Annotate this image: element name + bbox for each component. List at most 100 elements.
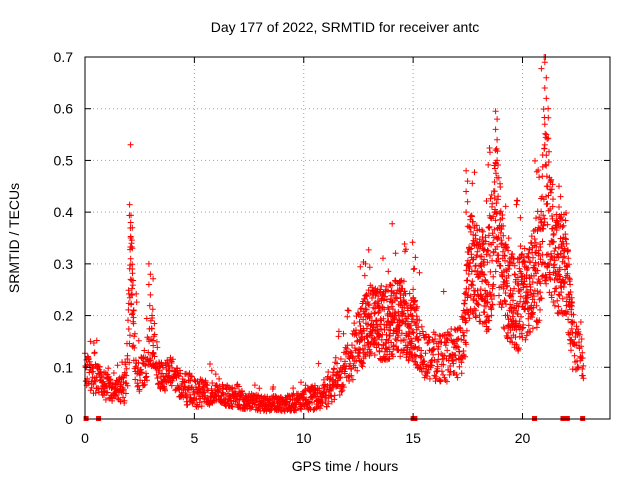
data-point bbox=[356, 318, 363, 325]
data-point bbox=[298, 379, 304, 386]
data-point bbox=[392, 250, 399, 257]
data-point bbox=[490, 239, 496, 246]
data-point bbox=[319, 400, 326, 407]
data-point bbox=[576, 331, 583, 338]
y-tick-label: 0.4 bbox=[54, 204, 74, 220]
data-point bbox=[509, 290, 516, 297]
data-point bbox=[504, 282, 511, 289]
data-point bbox=[331, 392, 338, 399]
data-point bbox=[105, 365, 112, 372]
data-point bbox=[393, 343, 400, 350]
data-point bbox=[468, 268, 475, 275]
data-point bbox=[500, 232, 507, 239]
data-point bbox=[169, 364, 176, 371]
data-point bbox=[504, 312, 511, 319]
data-point bbox=[130, 314, 137, 321]
data-point bbox=[127, 235, 134, 241]
data-point bbox=[435, 343, 442, 350]
data-point bbox=[361, 272, 368, 279]
data-point bbox=[342, 358, 348, 365]
data-point bbox=[575, 328, 582, 335]
data-point bbox=[521, 278, 528, 285]
data-point bbox=[480, 271, 487, 278]
data-point bbox=[458, 336, 465, 343]
data-point bbox=[389, 220, 396, 227]
data-point bbox=[201, 389, 208, 396]
data-point bbox=[129, 285, 135, 292]
data-point bbox=[579, 366, 586, 372]
data-point bbox=[504, 244, 510, 251]
data-point bbox=[434, 363, 441, 370]
data-point bbox=[455, 344, 462, 351]
data-point bbox=[562, 231, 569, 238]
data-point bbox=[147, 291, 154, 298]
data-point bbox=[342, 365, 349, 372]
data-point bbox=[93, 374, 100, 381]
data-point bbox=[561, 253, 568, 260]
data-point bbox=[506, 266, 513, 272]
data-point bbox=[560, 254, 567, 261]
data-point bbox=[463, 327, 470, 334]
data-point bbox=[336, 375, 343, 382]
data-point bbox=[544, 200, 551, 207]
data-point bbox=[251, 382, 258, 389]
data-point bbox=[418, 347, 425, 354]
data-point bbox=[114, 362, 121, 369]
data-point bbox=[545, 105, 552, 112]
data-point bbox=[365, 246, 372, 253]
data-point bbox=[516, 288, 523, 294]
data-point bbox=[145, 260, 152, 267]
data-point bbox=[125, 317, 131, 324]
data-point bbox=[120, 394, 126, 401]
data-point bbox=[497, 263, 504, 269]
y-tick-label: 0.7 bbox=[54, 49, 74, 65]
data-point bbox=[580, 375, 587, 382]
data-point bbox=[359, 360, 366, 366]
data-point bbox=[472, 307, 479, 314]
data-point bbox=[543, 74, 550, 81]
data-point bbox=[127, 255, 134, 262]
data-point bbox=[525, 322, 532, 329]
data-point bbox=[121, 369, 128, 376]
data-point bbox=[323, 403, 330, 410]
data-point bbox=[514, 197, 521, 204]
data-point bbox=[149, 306, 156, 313]
data-point bbox=[538, 208, 545, 215]
data-point bbox=[417, 354, 424, 361]
data-point bbox=[147, 355, 153, 362]
data-point bbox=[567, 289, 574, 295]
data-point bbox=[352, 364, 359, 371]
x-tick-label: 15 bbox=[405, 430, 421, 446]
data-point bbox=[514, 280, 521, 287]
data-point bbox=[380, 255, 386, 262]
data-point bbox=[400, 278, 407, 285]
data-point bbox=[345, 307, 352, 314]
data-point bbox=[412, 254, 419, 261]
data-point bbox=[488, 296, 495, 303]
data-point bbox=[412, 358, 419, 365]
data-point bbox=[549, 181, 556, 188]
data-point bbox=[495, 252, 502, 259]
data-point bbox=[520, 324, 527, 331]
data-points bbox=[81, 54, 587, 415]
data-point bbox=[553, 227, 560, 233]
data-point bbox=[464, 178, 471, 185]
x-tick-label: 5 bbox=[190, 430, 198, 446]
data-point bbox=[482, 287, 488, 294]
data-point bbox=[545, 159, 552, 165]
data-point bbox=[537, 256, 544, 263]
data-point bbox=[378, 282, 385, 289]
data-point bbox=[380, 297, 387, 304]
data-point bbox=[565, 255, 572, 262]
data-point bbox=[425, 333, 432, 340]
x-tick-label: 10 bbox=[296, 430, 312, 446]
data-point bbox=[556, 183, 562, 190]
data-point bbox=[128, 300, 135, 307]
data-point bbox=[401, 336, 408, 343]
y-tick-label: 0.1 bbox=[54, 359, 74, 375]
data-point bbox=[195, 404, 202, 410]
data-point bbox=[437, 378, 444, 385]
data-point bbox=[270, 384, 277, 390]
data-point bbox=[127, 332, 133, 339]
data-point bbox=[527, 259, 534, 266]
